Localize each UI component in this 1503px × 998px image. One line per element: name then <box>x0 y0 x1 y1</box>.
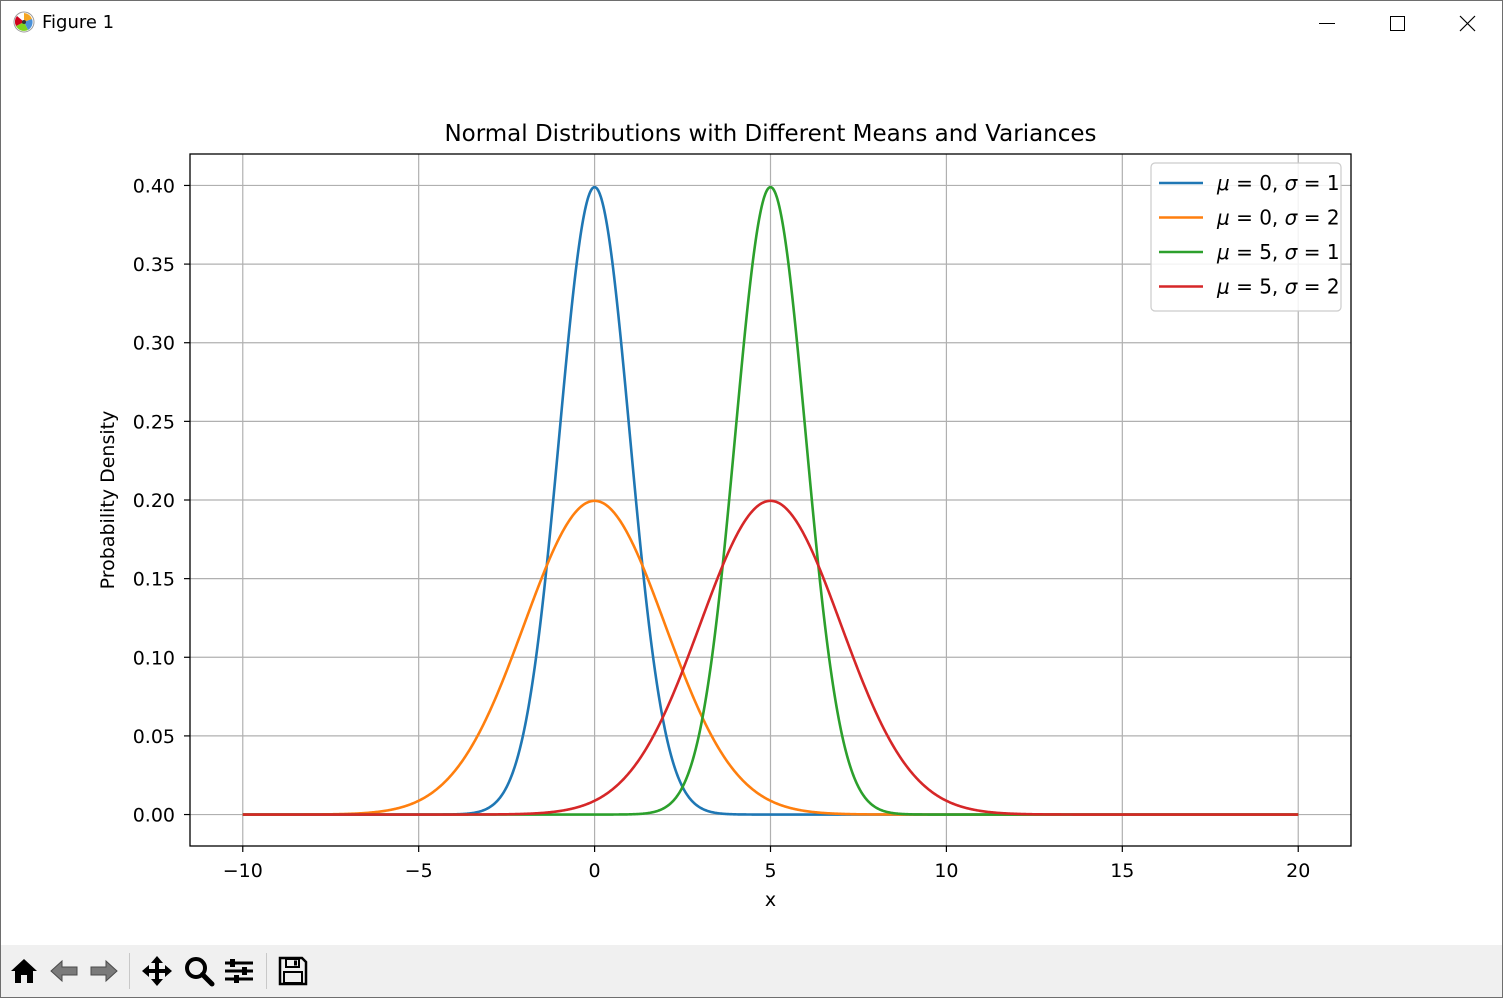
y-tick-label: 0.00 <box>133 805 175 827</box>
x-tick-label: 10 <box>934 860 958 882</box>
legend-label: μ = 0, σ = 1 <box>1216 171 1340 195</box>
series-layer <box>242 185 1299 816</box>
series-line <box>242 499 1299 816</box>
y-tick-label: 0.20 <box>133 490 175 512</box>
close-button[interactable] <box>1433 1 1501 45</box>
y-tick-label: 0.10 <box>133 647 175 669</box>
x-axis-label: x <box>765 889 776 911</box>
x-tick-label: 5 <box>764 860 776 882</box>
x-tick-label: 0 <box>589 860 601 882</box>
minimize-button[interactable] <box>1293 1 1361 45</box>
maximize-button[interactable] <box>1363 1 1431 45</box>
legend: μ = 0, σ = 1 μ = 0, σ = 2 μ = 5, σ = 1 μ = … <box>1150 162 1342 312</box>
y-tick-label: 0.25 <box>133 411 175 433</box>
home-button[interactable] <box>5 951 43 991</box>
x-tick-label: −5 <box>405 860 433 882</box>
legend-label: μ = 5, σ = 1 <box>1216 240 1340 264</box>
title-bar[interactable]: Figure 1 <box>1 1 1502 45</box>
legend-box <box>1150 162 1342 312</box>
figure-canvas[interactable]: −10 −5 0 5 10 15 20 0.00 0.05 0.10 0.15 0.20 0.25 0.3… <box>1 45 1502 945</box>
chart-title: Normal Distributions with Different Mean… <box>444 121 1096 147</box>
forward-icon <box>90 959 118 983</box>
legend-label: μ = 0, σ = 2 <box>1216 206 1340 230</box>
x-tick-label: 20 <box>1286 860 1310 882</box>
pan-button[interactable] <box>138 951 176 991</box>
pan-icon <box>142 956 172 986</box>
y-axis-label: Probability Density <box>97 411 119 590</box>
save-button[interactable] <box>274 951 312 991</box>
x-tick-label: −10 <box>223 860 263 882</box>
zoom-icon <box>185 957 215 987</box>
home-icon <box>11 959 37 983</box>
navigation-toolbar <box>1 945 1502 997</box>
y-tick-label: 0.30 <box>133 333 175 355</box>
legend-label: μ = 5, σ = 2 <box>1216 275 1340 299</box>
chart-svg: −10 −5 0 5 10 15 20 0.00 0.05 0.10 0.15 0.20 0.25 0.3… <box>97 121 1352 911</box>
forward-button[interactable] <box>85 951 123 991</box>
zoom-button[interactable] <box>180 951 218 991</box>
configure-subplots-icon <box>225 959 253 983</box>
y-tick-label: 0.05 <box>133 726 175 748</box>
x-tick-label: 15 <box>1110 860 1134 882</box>
save-icon <box>278 956 308 986</box>
window-title: Figure 1 <box>42 12 115 33</box>
close-icon <box>1459 15 1476 32</box>
tick-layer: −10 −5 0 5 10 15 20 0.00 0.05 0.10 0.15 0.20 0.25 0.3… <box>133 175 1311 882</box>
maximize-icon <box>1390 16 1405 31</box>
y-tick-label: 0.40 <box>133 175 175 197</box>
configure-subplots-button[interactable] <box>220 951 258 991</box>
back-icon <box>50 959 78 983</box>
axes-frame <box>189 153 1352 847</box>
toolbar-separator <box>129 953 130 989</box>
minimize-icon <box>1319 23 1335 24</box>
y-tick-label: 0.15 <box>133 569 175 591</box>
matplotlib-logo-icon <box>13 11 35 33</box>
y-tick-label: 0.35 <box>133 254 175 276</box>
toolbar-separator <box>266 953 267 989</box>
back-button[interactable] <box>45 951 83 991</box>
